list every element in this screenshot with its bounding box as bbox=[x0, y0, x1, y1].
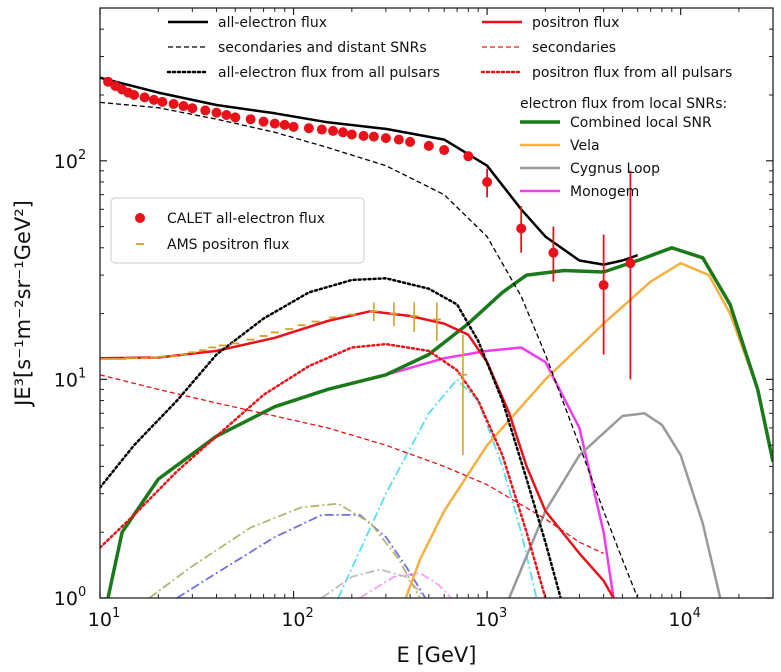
legend-label: all-electron flux from all pulsars bbox=[218, 65, 440, 81]
x-tick-label: 103 bbox=[475, 606, 507, 631]
calet-point bbox=[598, 280, 609, 291]
calet-point bbox=[139, 92, 150, 103]
series-line-local-component-11 bbox=[176, 514, 427, 598]
x-tick-label-exponent: 1 bbox=[112, 606, 120, 621]
calet-point bbox=[269, 118, 280, 129]
series-line-secondaries-and-distant-snrs bbox=[100, 101, 639, 598]
x-tick-label-exponent: 4 bbox=[693, 606, 701, 621]
plot-frame bbox=[99, 7, 774, 599]
legend-label: AMS positron flux bbox=[167, 237, 289, 253]
calet-point bbox=[103, 76, 114, 87]
calet-point bbox=[328, 125, 339, 136]
y-tick-label-base: 10 bbox=[54, 369, 78, 391]
y-tick-label-exponent: 1 bbox=[78, 366, 86, 381]
y-tick-label-base: 10 bbox=[54, 588, 78, 610]
calet-point bbox=[221, 109, 232, 120]
y-tick-label-exponent: 0 bbox=[78, 585, 86, 600]
calet-point bbox=[358, 130, 369, 141]
calet-point bbox=[211, 107, 222, 118]
x-tick-label-base: 10 bbox=[475, 609, 499, 631]
calet-point bbox=[279, 119, 290, 130]
legends: all-electron flux secondaries and distant… bbox=[110, 15, 732, 264]
x-tick-label: 104 bbox=[668, 606, 700, 631]
calet-point bbox=[548, 247, 559, 258]
legend-local-title: electron flux from local SNRs: bbox=[520, 96, 727, 112]
y-tick-label: 101 bbox=[54, 366, 86, 391]
series-line-combined-local-snr bbox=[106, 246, 773, 598]
calet-point bbox=[368, 131, 379, 142]
calet-point bbox=[200, 105, 211, 116]
series-line-positron-flux-from-all-pulsars bbox=[100, 342, 547, 598]
calet-point bbox=[245, 114, 256, 125]
x-tick-label: 101 bbox=[88, 606, 120, 631]
calet-point bbox=[405, 136, 416, 147]
legend-calet-marker bbox=[135, 213, 145, 223]
calet-point bbox=[148, 94, 159, 105]
series-line-vela bbox=[404, 261, 773, 598]
calet-point bbox=[157, 96, 168, 107]
calet-point bbox=[178, 101, 189, 112]
legend-label: positron flux from all pulsars bbox=[532, 65, 732, 81]
x-tick-label: 102 bbox=[281, 606, 313, 631]
x-axis-label: E [GeV] bbox=[397, 643, 477, 667]
calet-point bbox=[168, 98, 179, 109]
calet-point bbox=[129, 89, 140, 100]
y-axis-label: JE³[s⁻¹m⁻²sr⁻¹GeV²] bbox=[11, 200, 35, 408]
calet-point bbox=[439, 145, 450, 156]
calet-point bbox=[625, 258, 636, 269]
plot-area bbox=[100, 76, 773, 598]
x-tick-label-exponent: 2 bbox=[306, 606, 314, 621]
legend-label: secondaries and distant SNRs bbox=[218, 40, 427, 56]
calet-point bbox=[187, 103, 198, 114]
calet-point bbox=[258, 116, 269, 127]
calet-point bbox=[463, 151, 474, 162]
legend-label: CALET all-electron flux bbox=[167, 211, 325, 227]
calet-point bbox=[346, 129, 357, 140]
calet-point bbox=[288, 121, 299, 132]
calet-point bbox=[303, 123, 314, 134]
series-line-local-component-10 bbox=[148, 502, 421, 598]
calet-point bbox=[380, 133, 391, 144]
legend-local-label: Vela bbox=[570, 138, 600, 154]
data-legend-box bbox=[110, 197, 365, 264]
legend-local-label: Combined local SNR bbox=[570, 115, 712, 131]
x-tick-label-base: 10 bbox=[281, 609, 305, 631]
legend-local-label: Cygnus Loop bbox=[570, 161, 660, 177]
legend-label: secondaries bbox=[532, 40, 616, 56]
calet-point bbox=[516, 223, 527, 234]
calet-point bbox=[230, 112, 241, 123]
series-line-all-electron-flux-from-all-pulsars bbox=[100, 277, 562, 598]
x-tick-label-exponent: 3 bbox=[499, 606, 507, 621]
legend-local-label: Monogem bbox=[570, 184, 639, 200]
series-line-positron-flux bbox=[100, 309, 615, 598]
calet-point bbox=[337, 127, 348, 138]
calet-point bbox=[482, 176, 493, 187]
y-tick-label-exponent: 2 bbox=[78, 148, 86, 163]
legend-label: all-electron flux bbox=[218, 15, 327, 31]
legend-label: positron flux bbox=[532, 15, 619, 31]
calet-point bbox=[393, 134, 404, 145]
series-line-monogem bbox=[106, 346, 615, 598]
y-tick-label-base: 10 bbox=[54, 151, 78, 173]
calet-point bbox=[316, 124, 327, 135]
series-line-cygnus-loop bbox=[508, 412, 722, 598]
calet-point bbox=[423, 140, 434, 151]
x-tick-label-base: 10 bbox=[668, 609, 692, 631]
x-tick-label-base: 10 bbox=[88, 609, 112, 631]
y-tick-label: 100 bbox=[54, 585, 86, 610]
y-tick-label: 102 bbox=[54, 148, 86, 173]
